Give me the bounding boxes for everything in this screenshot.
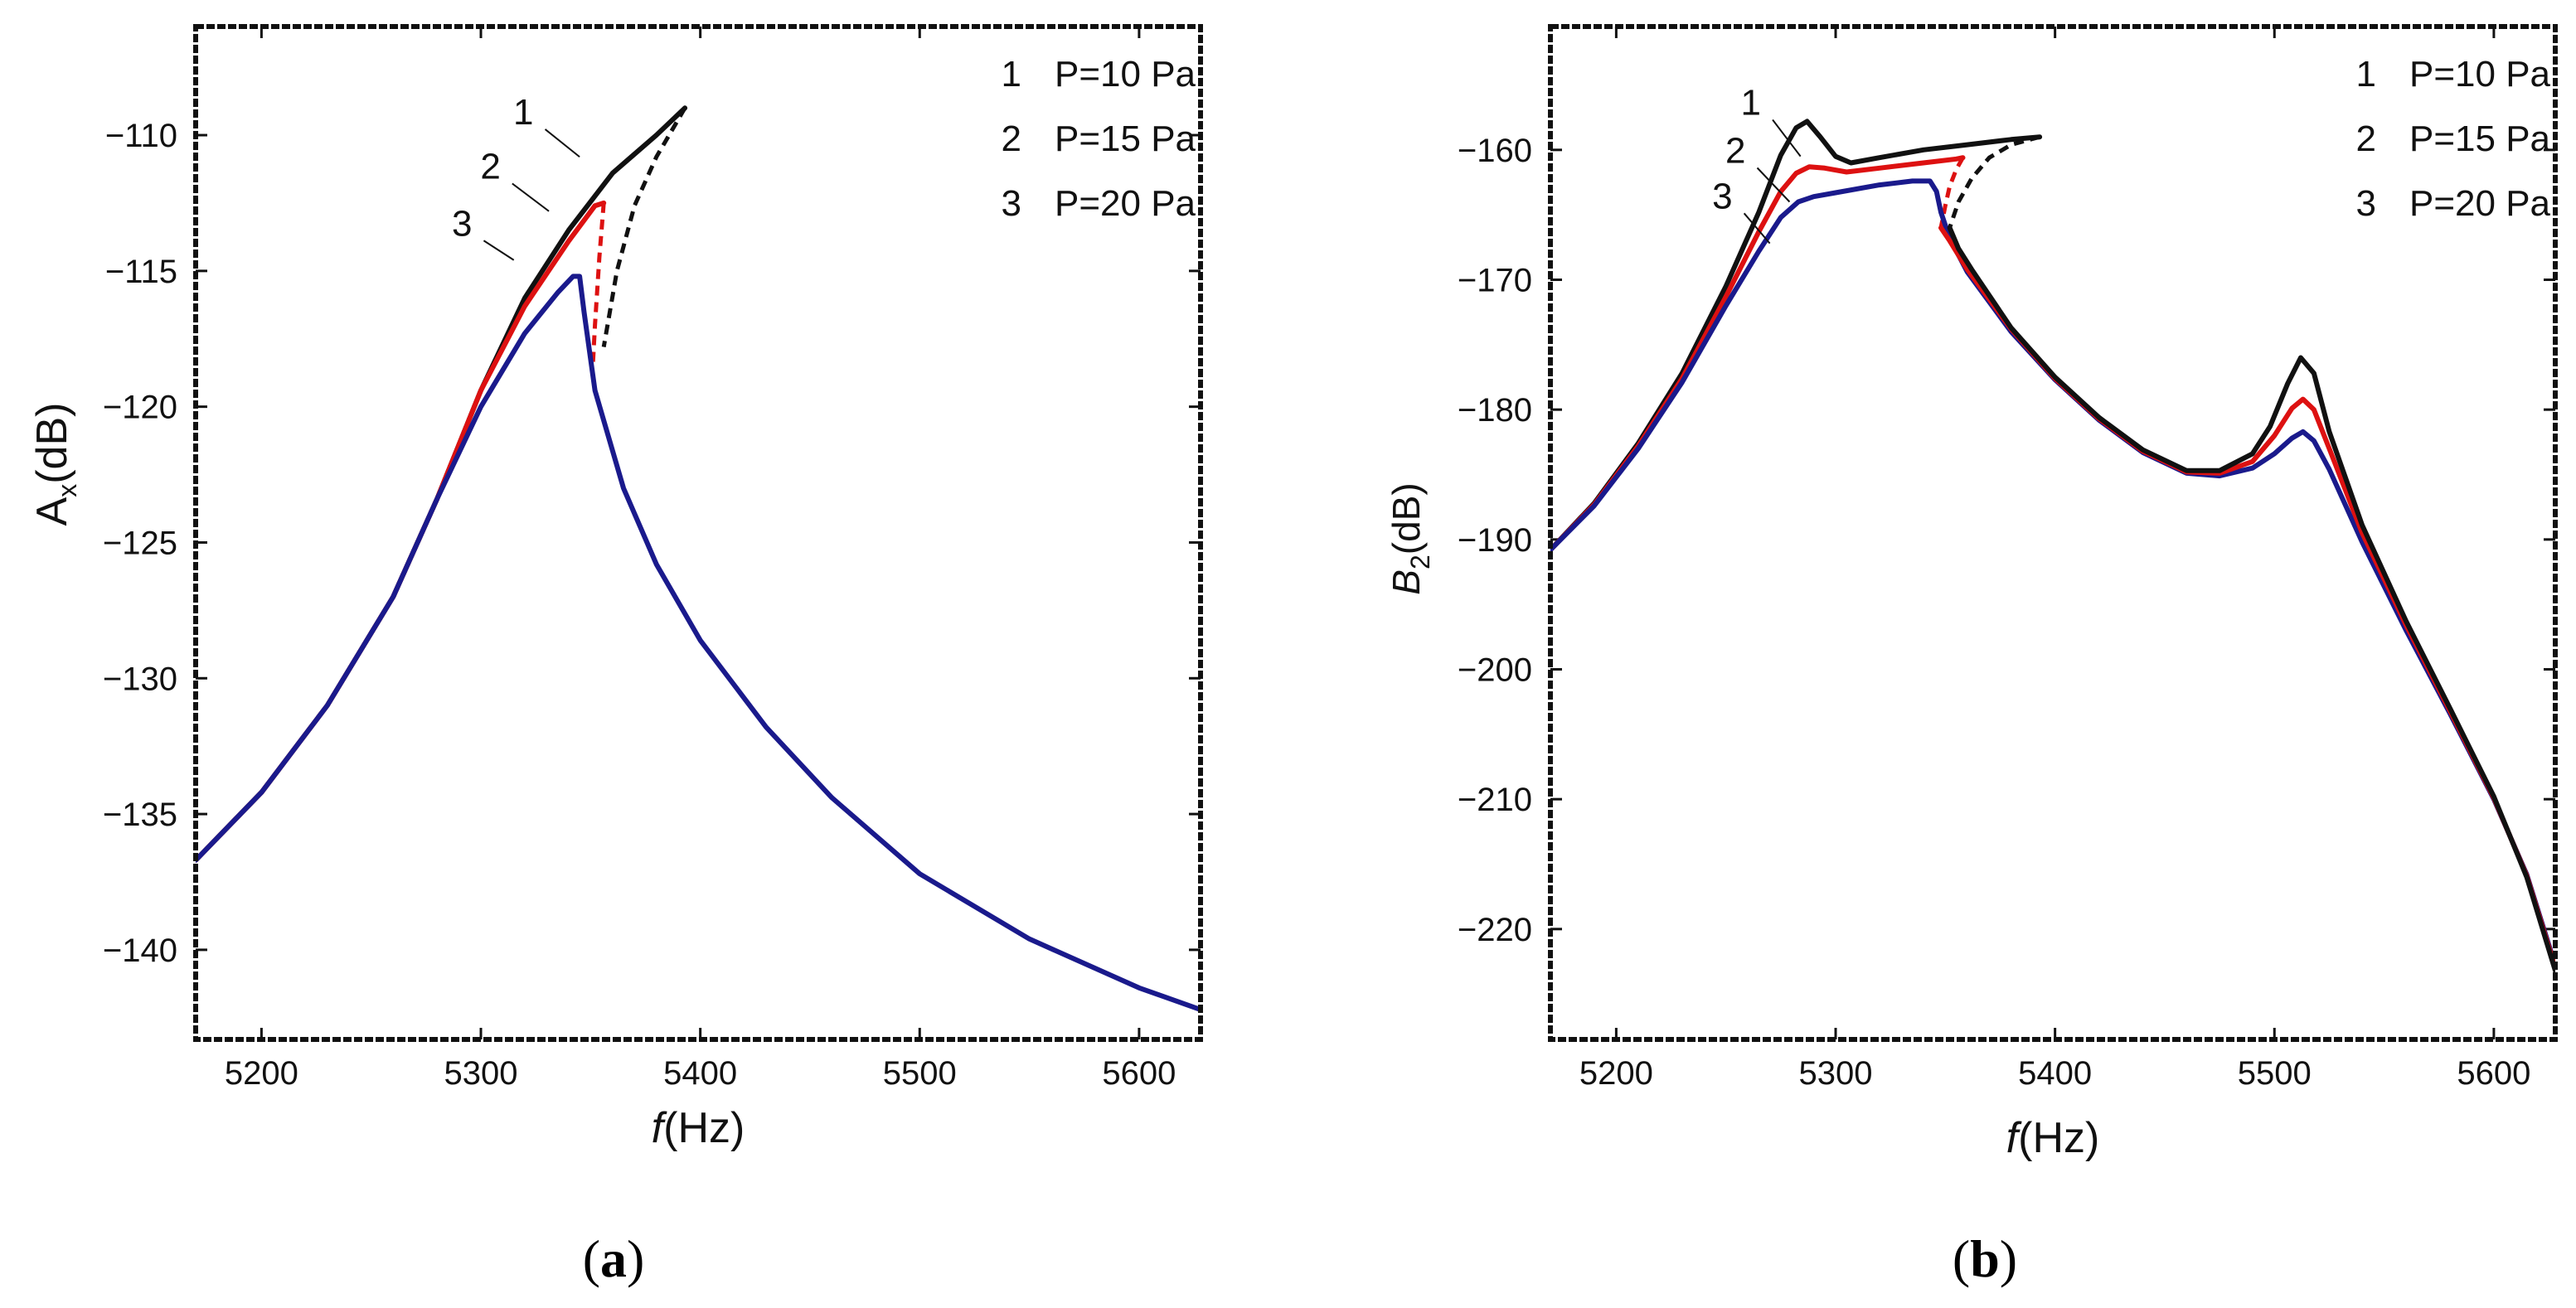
panel-a-x-tick-label: 5300 — [444, 1055, 518, 1092]
panel-b-y-tick-label: −160 — [1458, 133, 1532, 169]
panel-b-caption: (b) — [1953, 1229, 2017, 1288]
panel-b: −160 −170 −180 −190 −200 −210 −220 5200 5300 540… — [1385, 24, 2558, 1288]
panel-a-curve-labels: 123 — [452, 92, 534, 244]
panel-a-y-tick-labels: −110 −115 −120 −125 −130 −135 −140 — [103, 118, 177, 969]
panel-b-x-tick-label: 5400 — [2018, 1055, 2092, 1092]
panel-b-frame — [1548, 24, 2558, 1042]
panel-a-series-group — [196, 105, 1201, 1012]
panel-a-legend-number: 1 — [1002, 54, 1021, 94]
panel-b-curve-label: 2 — [1725, 131, 1745, 172]
panel-a-series-p-20-pa — [196, 274, 1201, 1012]
panel-a-series-p-15-pa-unstable — [590, 202, 606, 366]
panel-b-y-tick-label: −190 — [1458, 522, 1532, 559]
panel-a-y-tick-label: −130 — [103, 661, 177, 697]
panel-a-x-tick-label: 5400 — [663, 1055, 737, 1092]
panel-b-y-tick-label: −180 — [1458, 392, 1532, 429]
panel-b-x-tick-label: 5600 — [2457, 1055, 2530, 1092]
panel-b-series-p-10-pa-unstable — [1948, 134, 2040, 229]
panel-a-y-tick-label: −140 — [103, 933, 177, 969]
panel-a-y-tick-label: −135 — [103, 797, 177, 833]
panel-a-curve-leader — [544, 128, 580, 158]
panel-a-y-tick-label: −120 — [103, 390, 177, 426]
panel-b-legend-text: P=15 Pa — [2409, 119, 2551, 159]
panel-b-x-tick-label: 5200 — [1579, 1055, 1653, 1092]
panel-b-curve-leader — [1756, 167, 1791, 203]
panel-a-y-tick-label: −110 — [105, 118, 177, 154]
panel-b-curve-leaders — [1743, 119, 1802, 245]
panel-b-x-tick-labels: 5200 5300 5400 5500 5600 — [1579, 1055, 2530, 1092]
panel-a-curve-label: 2 — [480, 146, 500, 187]
panel-b-curve-leader — [1743, 212, 1771, 245]
panel-a-x-axis-label: f(Hz) — [652, 1104, 745, 1152]
panel-a-legend-text: P=20 Pa — [1055, 183, 1196, 224]
panel-a-series-p-10-pa-unstable — [601, 107, 687, 348]
panel-a-legend-text: P=15 Pa — [1055, 119, 1196, 159]
panel-b-x-axis-label: f(Hz) — [2006, 1114, 2100, 1162]
panel-a-x-tick-label: 5500 — [883, 1055, 957, 1092]
panel-a-y-tick-label: −115 — [105, 254, 177, 290]
panel-a-caption: (a) — [583, 1229, 645, 1288]
panel-b-legend: 1 P=10 Pa 2 P=15 Pa 3 P=20 Pa — [2356, 54, 2551, 224]
panel-a: −110 −115 −120 −125 −130 −135 −140 5200 5300 540… — [28, 24, 1203, 1288]
panel-a-y-tick-label: −125 — [103, 525, 177, 561]
panel-b-legend-text: P=20 Pa — [2409, 183, 2551, 224]
panel-a-legend: 1 P=10 Pa 2 P=15 Pa 3 P=20 Pa — [1002, 54, 1196, 224]
panel-b-y-tick-labels: −160 −170 −180 −190 −200 −210 −220 — [1458, 133, 1532, 948]
panel-a-legend-text: P=10 Pa — [1055, 54, 1196, 94]
panel-b-y-tick-label: −210 — [1458, 782, 1532, 818]
panel-b-curve-label: 1 — [1741, 83, 1761, 124]
panel-b-y-tick-label: −170 — [1458, 263, 1532, 299]
panel-a-x-tick-labels: 5200 5300 5400 5500 5600 — [225, 1055, 1176, 1092]
panel-b-x-tick-label: 5300 — [1799, 1055, 1873, 1092]
panel-b-legend-number: 2 — [2356, 119, 2376, 159]
panel-b-legend-text: P=10 Pa — [2409, 54, 2551, 94]
panel-a-curve-leader — [512, 182, 550, 212]
panel-b-x-tick-label: 5500 — [2238, 1055, 2312, 1092]
panel-a-curve-leader — [483, 240, 515, 261]
panel-a-y-axis-label: Ax(dB) — [28, 403, 82, 526]
panel-a-legend-number: 3 — [1002, 183, 1021, 224]
panel-b-y-tick-label: −200 — [1458, 652, 1532, 689]
panel-a-x-tick-label: 5600 — [1102, 1055, 1176, 1092]
panel-b-curve-label: 3 — [1712, 176, 1732, 216]
panel-a-curve-leaders — [483, 128, 580, 261]
panel-b-curve-labels: 1 23 — [1712, 83, 1761, 217]
panel-a-legend-number: 2 — [1002, 119, 1021, 159]
panel-b-series-p-10-pa-right-branch — [1947, 225, 2555, 973]
panel-a-curve-label: 3 — [452, 203, 472, 244]
panel-a-frame — [193, 24, 1203, 1042]
panel-b-y-axis-label: B2(dB) — [1385, 482, 1435, 594]
panel-b-series-p-15-pa-unstable — [1938, 156, 1965, 229]
panel-b-legend-number: 3 — [2356, 183, 2376, 224]
panel-a-curve-label: 1 — [513, 92, 533, 133]
panel-a-x-tick-label: 5200 — [225, 1055, 298, 1092]
panel-b-curve-leader — [1772, 119, 1802, 157]
panel-b-legend-number: 1 — [2356, 54, 2376, 94]
panel-b-y-tick-label: −220 — [1458, 912, 1532, 948]
panel-b-series-group — [1550, 119, 2555, 973]
